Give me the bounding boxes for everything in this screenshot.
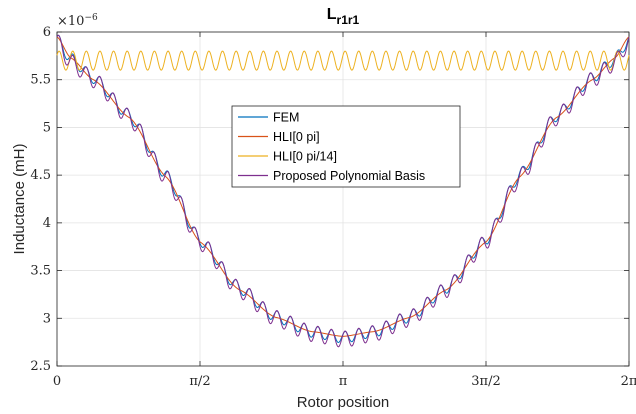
y-tick-label: 4.5 xyxy=(30,168,51,183)
chart-title-main: L xyxy=(327,6,337,23)
legend-box xyxy=(231,105,461,188)
y-axis-label: Inductance (mH) xyxy=(11,144,28,255)
legend-label: FEM xyxy=(273,111,299,125)
chart-title-subscript: r1r1 xyxy=(337,13,360,27)
x-tick-label: π xyxy=(339,374,348,389)
y-tick-label: 6 xyxy=(43,25,51,40)
y-tick-label: 5.5 xyxy=(30,73,51,88)
y-tick-label: 5 xyxy=(43,120,51,135)
legend-label: Proposed Polynomial Basis xyxy=(273,169,425,183)
y-tick-label: 3.5 xyxy=(30,264,51,279)
legend-label: HLI[0 pi/14] xyxy=(273,150,337,164)
legend-label: HLI[0 pi] xyxy=(273,130,320,144)
chart-title: Lr1r1 xyxy=(327,6,360,27)
y-tick-label: 3 xyxy=(43,311,51,326)
y-exponent-base: ×10 xyxy=(57,14,84,29)
y-exponent-power: −6 xyxy=(84,13,98,23)
legend: FEM HLI[0 pi] HLI[0 pi/14] Proposed Polynom… xyxy=(231,105,461,188)
y-tick-label: 4 xyxy=(43,216,51,231)
y-tick-label: 2.5 xyxy=(30,359,51,374)
x-axis-ticks: 0 π/2 π 3π/2 2π xyxy=(53,32,636,389)
series-line-3 xyxy=(56,34,630,348)
y-exponent-label: ×10−6 xyxy=(57,13,98,29)
series-line-1 xyxy=(56,36,630,337)
y-axis-ticks: 2.5 3 3.5 4 4.5 5 5.5 6 xyxy=(30,25,629,374)
x-axis-label: Rotor position xyxy=(297,394,390,411)
series-line-2 xyxy=(56,50,630,71)
x-tick-label: 2π xyxy=(621,374,636,389)
series-lines xyxy=(56,34,630,348)
x-tick-label: 3π/2 xyxy=(471,374,500,389)
x-tick-label: 0 xyxy=(53,374,61,389)
x-tick-label: π/2 xyxy=(189,374,210,389)
